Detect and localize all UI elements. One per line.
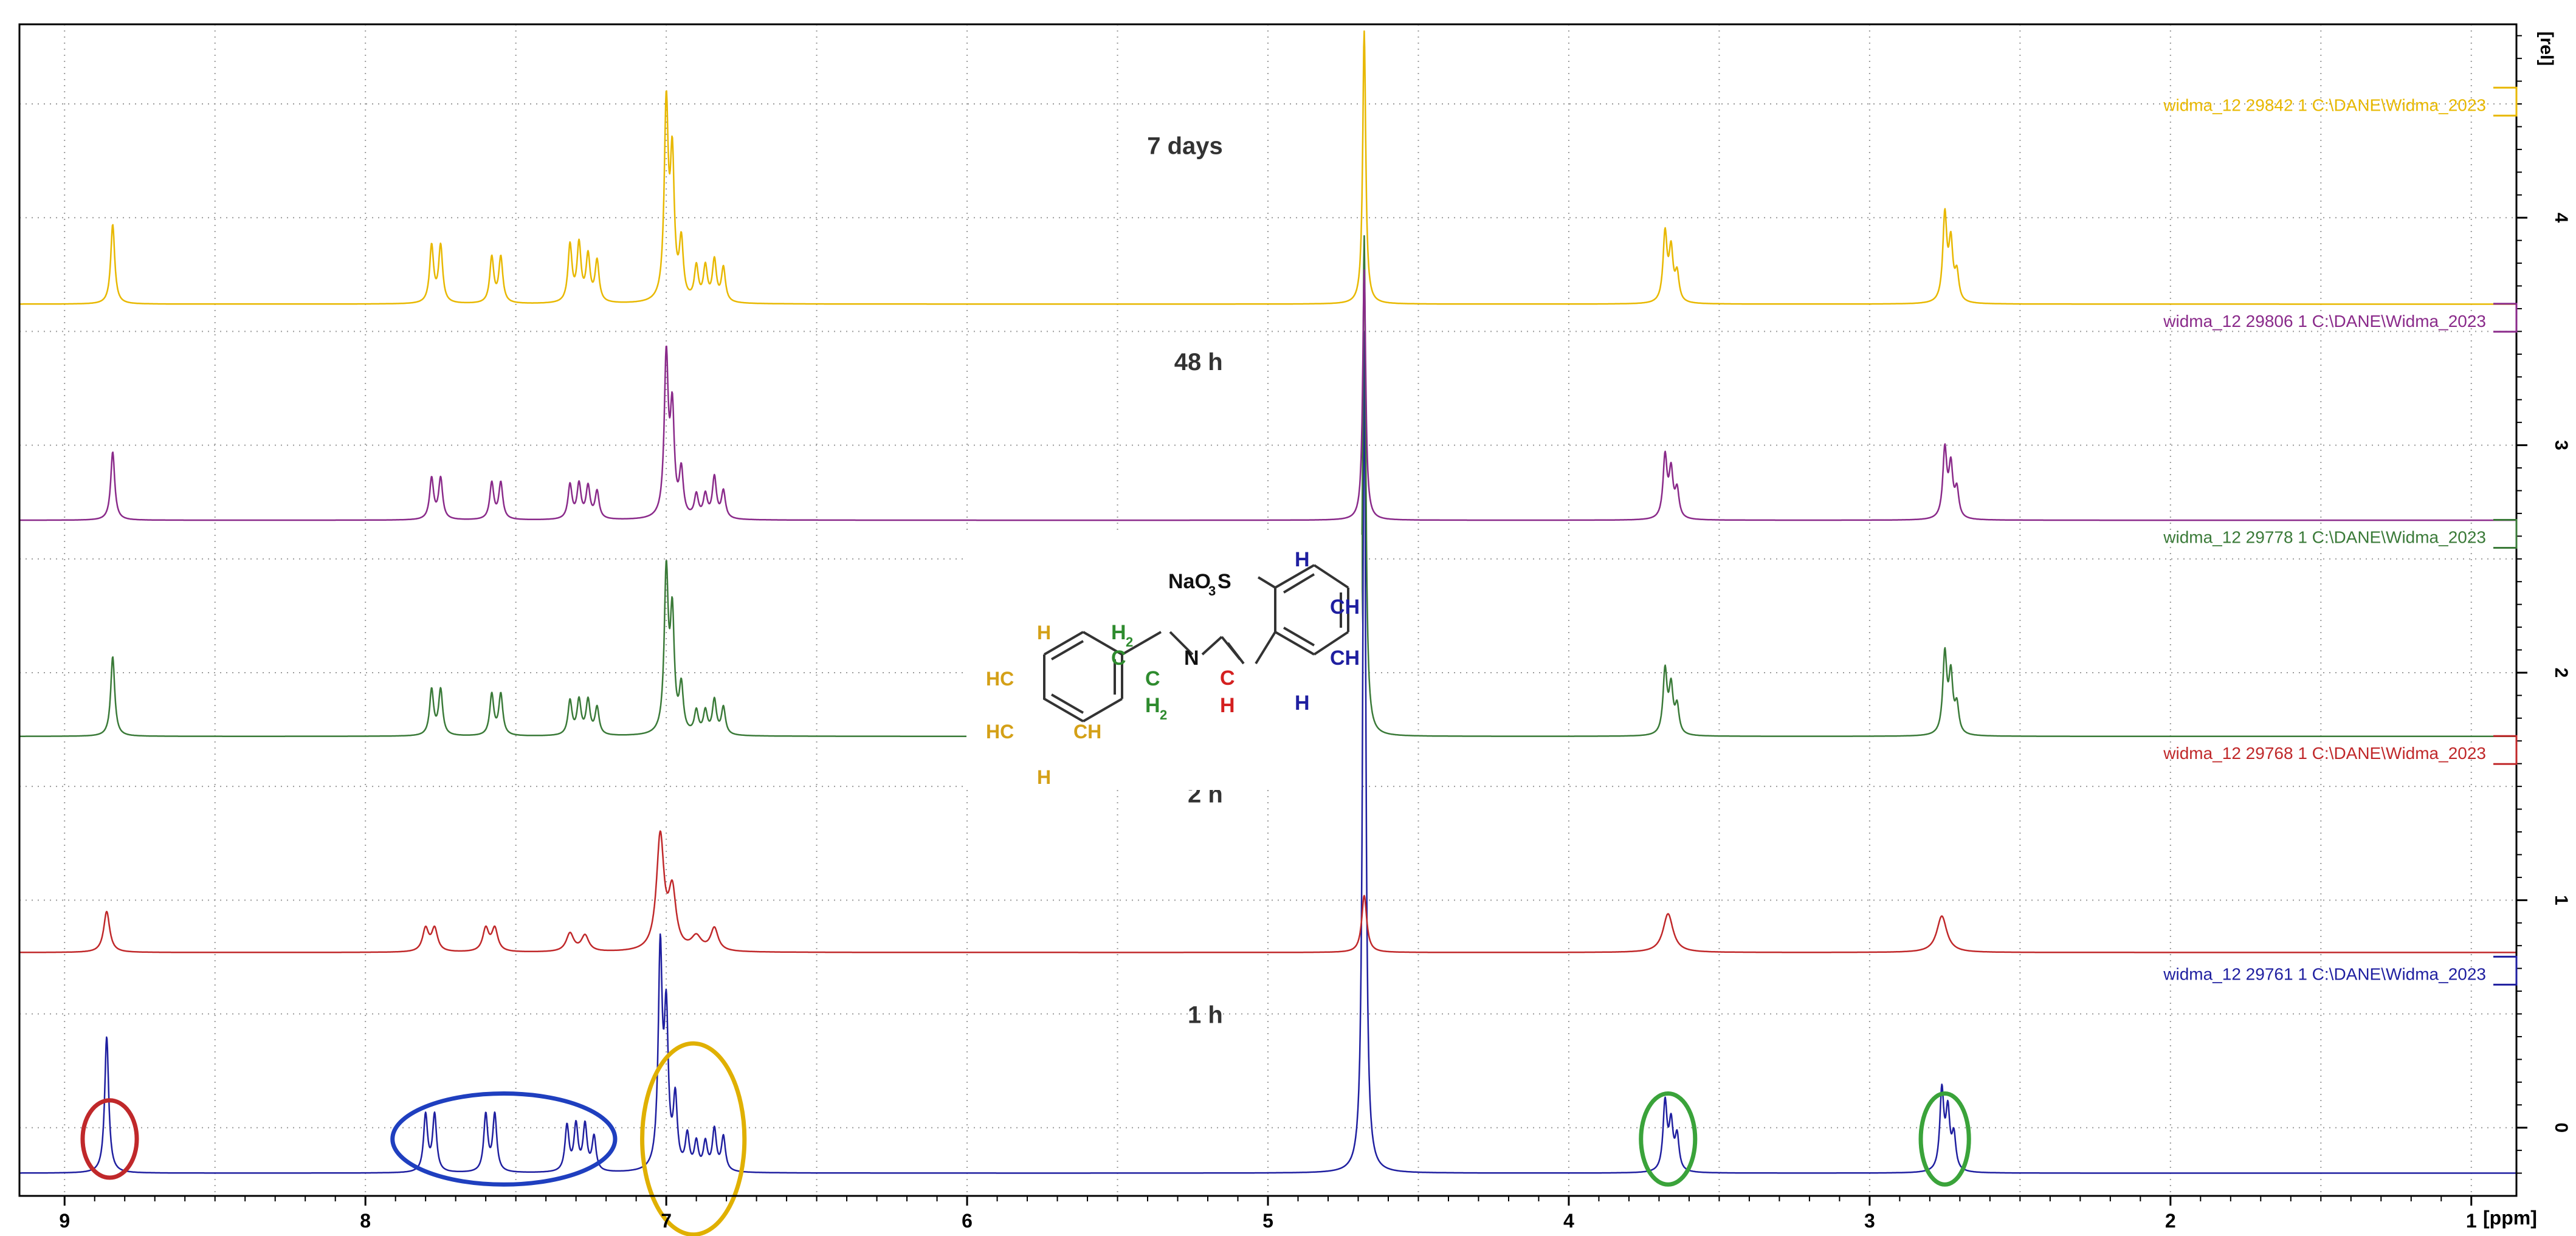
x-tick-label: 9 xyxy=(59,1210,70,1232)
x-tick-label: 1 xyxy=(2466,1210,2477,1232)
x-tick-label: 8 xyxy=(360,1210,371,1232)
structure-label-h-phenyl-bottom: H xyxy=(1037,766,1051,788)
structure-label-h2-bottom-h: H xyxy=(1145,694,1160,717)
spectrum-3 xyxy=(19,269,2517,521)
chemical-structure: NaO 3 S H CH CH H N C H H 2 C C H 2 H HC… xyxy=(966,535,1362,790)
series-legend: widma_12 29842 1 C:\DANE\Widma_2023 xyxy=(2163,95,2486,114)
series-legend: widma_12 29768 1 C:\DANE\Widma_2023 xyxy=(2163,744,2486,763)
structure-label-n: N xyxy=(1184,647,1199,670)
y-tick-label: 3 xyxy=(2551,440,2571,450)
legend-bracket xyxy=(2493,303,2518,333)
structure-label-h2-top-2: 2 xyxy=(1126,634,1133,650)
x-tick-label: 7 xyxy=(661,1210,672,1232)
y-axis-label: [rel] xyxy=(2536,32,2557,66)
region-circle xyxy=(1639,1091,1698,1187)
time-labels: 1 h2 h24 h48 h7 days xyxy=(1147,132,1223,1028)
region-circle xyxy=(1918,1091,1971,1187)
x-axis-label: [ppm] xyxy=(2483,1207,2537,1229)
structure-label-nao3: NaO xyxy=(1168,570,1211,593)
spectrum-line xyxy=(19,30,2517,305)
axes: 9 8 7 6 5 4 3 2 1 0 1 2 3 4 [ppm] [rel] xyxy=(18,23,2571,1232)
legend-bracket xyxy=(2493,955,2518,986)
spectrum-4 xyxy=(19,30,2517,305)
y-tick-label: 4 xyxy=(2551,213,2571,223)
x-axis-ticks: 9 8 7 6 5 4 3 2 1 xyxy=(59,1196,2477,1232)
spectrum-1 xyxy=(19,830,2517,953)
structure-label-3: 3 xyxy=(1208,583,1216,599)
time-label: 48 h xyxy=(1174,349,1223,376)
x-tick-label: 6 xyxy=(962,1210,973,1232)
structure-label-hc-2: HC xyxy=(986,721,1014,743)
annotations xyxy=(80,1041,1971,1236)
spectrum-0 xyxy=(19,331,2517,1174)
legend-bracket xyxy=(2493,519,2518,549)
structure-label-c-imine: C xyxy=(1220,667,1235,690)
time-label: 1 h xyxy=(1188,1001,1223,1028)
structure-label-h-phenyl-top: H xyxy=(1037,622,1051,644)
region-circle xyxy=(80,1098,139,1180)
structure-label-c1: C xyxy=(1111,647,1126,670)
series-legend: widma_12 29778 1 C:\DANE\Widma_2023 xyxy=(2163,528,2486,547)
spectrum-line xyxy=(19,830,2517,953)
series-legend: widma_12 29761 1 C:\DANE\Widma_2023 xyxy=(2163,964,2486,983)
series-legend: widma_12 29806 1 C:\DANE\Widma_2023 xyxy=(2163,312,2486,331)
structure-background xyxy=(966,535,1362,790)
structure-label-hc-1: HC xyxy=(986,668,1014,690)
structure-label-c2: C xyxy=(1145,667,1160,690)
structure-label-s: S xyxy=(1217,570,1231,593)
structure-label-h-bottom: H xyxy=(1295,692,1310,715)
spectrum-line xyxy=(19,331,2517,1174)
x-tick-label: 4 xyxy=(1563,1210,1574,1232)
legend-bracket xyxy=(2493,735,2518,765)
structure-label-ch-phenyl: CH xyxy=(1073,721,1101,743)
legends: widma_12 29761 1 C:\DANE\Widma_2023 widma… xyxy=(2163,86,2518,986)
structure-label-h2-top-h: H xyxy=(1111,621,1126,644)
legend-bracket xyxy=(2493,86,2518,117)
structure-label-ch-1: CH xyxy=(1330,596,1360,619)
y-tick-label: 0 xyxy=(2551,1122,2571,1133)
grid xyxy=(19,24,2516,1196)
spectrum-line xyxy=(19,269,2517,521)
structure-label-h2-bottom-2: 2 xyxy=(1160,707,1167,723)
structure-label-ch-2: CH xyxy=(1330,647,1360,670)
phenyl-ring xyxy=(1043,564,1349,723)
x-tick-label: 2 xyxy=(2165,1210,2176,1232)
y-axis-ticks: 0 1 2 3 4 xyxy=(2516,35,2571,1174)
region-circle xyxy=(640,1041,747,1236)
x-tick-label: 5 xyxy=(1262,1210,1273,1232)
time-label: 7 days xyxy=(1147,132,1223,159)
y-tick-label: 2 xyxy=(2551,668,2571,678)
y-tick-label: 1 xyxy=(2551,895,2571,905)
structure-label-h-imine: H xyxy=(1220,694,1235,717)
region-circle xyxy=(390,1091,618,1187)
x-tick-label: 3 xyxy=(1864,1210,1875,1232)
structure-label-h-top: H xyxy=(1295,548,1310,571)
